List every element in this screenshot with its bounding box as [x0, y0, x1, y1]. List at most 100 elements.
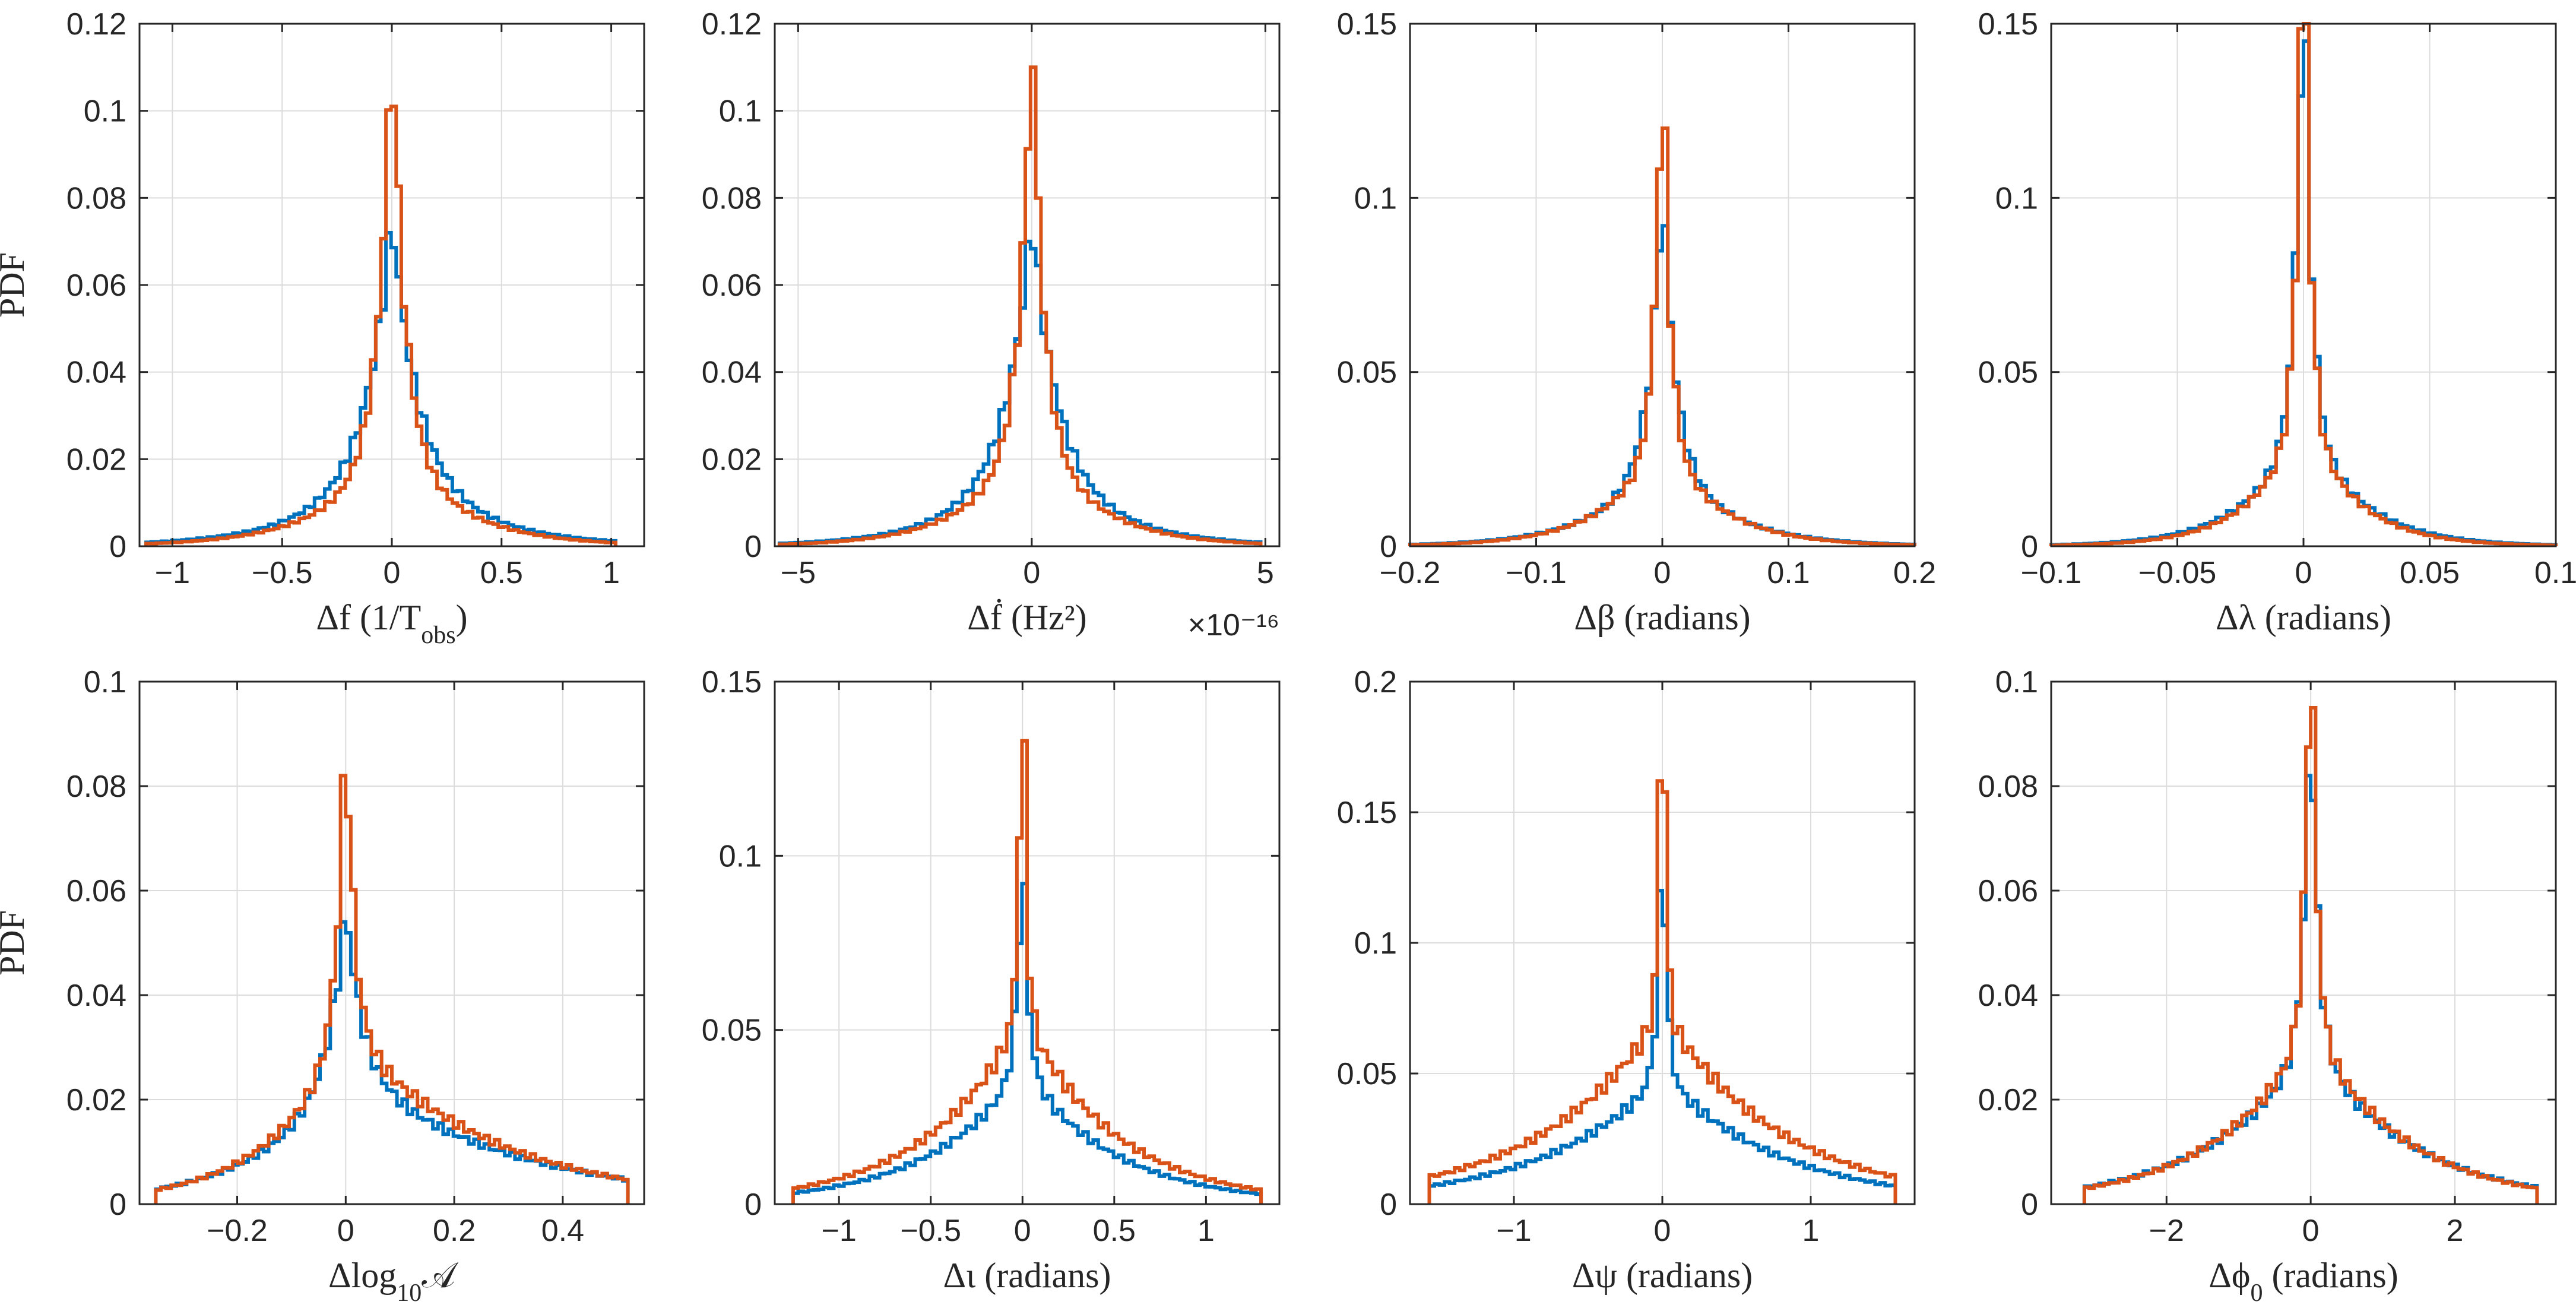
x-axis-label: Δlog10𝒜	[328, 1256, 459, 1307]
x-tick-label: 1	[1197, 1214, 1215, 1248]
histogram-series-1	[1427, 889, 1897, 1204]
axes-box	[138, 680, 645, 1205]
histogram-series-2	[144, 104, 618, 547]
y-tick-label: 0.06	[702, 268, 762, 303]
y-tick-label: 0	[109, 1188, 126, 1222]
x-tick-label: 0.1	[1767, 556, 1810, 590]
x-axis-label: Δβ (radians)	[1574, 598, 1750, 637]
y-tick-label: 0.05	[1337, 1057, 1397, 1091]
x-tick-label: 5	[1257, 556, 1274, 590]
y-tick-label: 0.05	[1337, 356, 1397, 390]
x-tick-label: 0	[1654, 556, 1671, 590]
x-tick-label: 1	[1802, 1214, 1820, 1248]
y-tick-label: 0.08	[1978, 770, 2038, 804]
y-tick-label: 0	[1380, 1188, 1397, 1222]
histogram-series-2	[777, 65, 1263, 547]
histogram-series-2	[791, 739, 1263, 1205]
x-tick-label: 0	[384, 556, 401, 590]
y-axis-label: PDF	[0, 252, 31, 318]
x-tick-label: 0	[1023, 556, 1040, 590]
y-axis-label: PDF	[0, 910, 31, 976]
y-tick-label: 0.08	[66, 181, 126, 216]
x-tick-label: 0.1	[2534, 556, 2576, 590]
panel-dphi0: −2 0 2 0 0.02 0.04 0.06 0.08 0.1 Δϕ0 (radians)	[1978, 665, 2557, 1307]
y-tick-label: 0.15	[1978, 7, 2038, 42]
x-tick-label: 0	[2295, 556, 2312, 590]
x-axis-label: Δf (1/Tobs)	[316, 598, 467, 649]
x-tick-label: −0.1	[2021, 556, 2082, 590]
y-tick-label: 0.1	[1354, 926, 1397, 961]
x-axis-label: Δϕ0 (radians)	[2209, 1256, 2398, 1307]
histogram-series-2	[2082, 706, 2539, 1205]
panel-dpsi: −1 0 1 0 0.05 0.1 0.15 0.2 Δψ (radians)	[1337, 665, 1916, 1295]
x-axis-label: Δḟ (Hz²)	[967, 598, 1086, 637]
y-tick-label: 0	[1380, 530, 1397, 564]
x-tick-label: 0	[2302, 1214, 2320, 1248]
x-tick-label: −0.5	[252, 556, 313, 590]
panel-df: −1 −0.5 0 0.5 1 0 0.02 0.04 0.06 0.08 0.1 0.12 Δf (1…	[0, 7, 645, 649]
y-tick-label: 0.12	[66, 7, 126, 42]
x-tick-label: 0.2	[433, 1214, 476, 1248]
x-tick-label: −2	[2149, 1214, 2184, 1248]
y-tick-label: 0.2	[1354, 665, 1397, 699]
y-tick-label: 0.1	[1354, 181, 1397, 216]
x-tick-label: −1	[155, 556, 190, 590]
x-exponent-label: ×10⁻¹⁶	[1188, 608, 1279, 642]
y-tick-label: 0.15	[1337, 796, 1397, 830]
y-tick-label: 0.05	[702, 1014, 762, 1048]
y-tick-label: 0.12	[702, 7, 762, 42]
x-tick-label: 2	[2447, 1214, 2464, 1248]
x-tick-label: −1	[822, 1214, 857, 1248]
panel-diota: −1 −0.5 0 0.5 1 0 0.05 0.1 0.15 Δι (radians)	[702, 665, 1281, 1295]
y-tick-label: 0.08	[66, 770, 126, 804]
panel-dbeta: −0.2 −0.1 0 0.1 0.2 0 0.05 0.1 0.15 Δβ (radians)	[1337, 7, 1936, 637]
y-tick-label: 0.1	[719, 94, 762, 129]
y-tick-label: 0.06	[66, 268, 126, 303]
y-tick-label: 0.02	[1978, 1083, 2038, 1117]
x-tick-label: 0.4	[541, 1214, 584, 1248]
y-tick-label: 0.02	[66, 1083, 126, 1117]
x-axis-label: Δι (radians)	[943, 1256, 1111, 1295]
y-tick-label: 0.02	[66, 442, 126, 477]
x-tick-label: 0.5	[1093, 1214, 1136, 1248]
y-tick-label: 0.15	[1337, 7, 1397, 42]
x-tick-label: 0	[337, 1214, 354, 1248]
y-tick-label: 0.1	[1995, 181, 2038, 216]
y-tick-label: 0.1	[84, 665, 126, 699]
y-tick-label: 0.06	[1978, 874, 2038, 908]
x-tick-label: 1	[603, 556, 620, 590]
x-tick-label: −0.5	[900, 1214, 961, 1248]
y-tick-label: 0.15	[702, 665, 762, 699]
y-tick-label: 0.05	[1978, 356, 2038, 390]
histogram-series-2	[154, 774, 630, 1205]
y-tick-label: 0.1	[719, 839, 762, 873]
x-tick-label: 0.2	[1893, 556, 1936, 590]
x-tick-label: −0.05	[2138, 556, 2217, 590]
y-tick-label: 0.02	[702, 442, 762, 477]
x-tick-label: 0	[1654, 1214, 1671, 1248]
x-tick-label: 0.5	[480, 556, 523, 590]
y-tick-label: 0.1	[84, 94, 126, 129]
panel-dfdot: −5 0 5 0 0.02 0.04 0.06 0.08 0.1 0.12 Δḟ (Hz²) ×10⁻…	[702, 7, 1281, 642]
x-tick-label: −0.1	[1506, 556, 1567, 590]
x-axis-label: Δλ (radians)	[2216, 598, 2391, 637]
y-tick-label: 0.04	[66, 978, 126, 1013]
axes-box	[2050, 680, 2557, 1205]
panel-dlambda: −0.1 −0.05 0 0.05 0.1 0 0.05 0.1 0.15 Δλ (radians…	[1978, 7, 2576, 637]
x-tick-label: −1	[1496, 1214, 1531, 1248]
y-tick-label: 0.08	[702, 181, 762, 216]
y-tick-label: 0.04	[702, 356, 762, 390]
y-tick-label: 0	[744, 1188, 762, 1222]
x-tick-label: 0	[1014, 1214, 1031, 1248]
histogram-series-2	[1408, 126, 1916, 547]
histogram-series-2	[1427, 779, 1897, 1204]
y-tick-label: 0	[109, 530, 126, 564]
panel-dlogA: −0.2 0 0.2 0.4 0 0.02 0.04 0.06 0.08 0.1 Δlog10𝒜 PD…	[0, 665, 645, 1307]
y-tick-label: 0	[744, 530, 762, 564]
y-tick-label: 0.1	[1995, 665, 2038, 699]
y-tick-label: 0	[2021, 1188, 2038, 1222]
x-tick-label: −5	[781, 556, 816, 590]
x-tick-label: −0.2	[207, 1214, 268, 1248]
